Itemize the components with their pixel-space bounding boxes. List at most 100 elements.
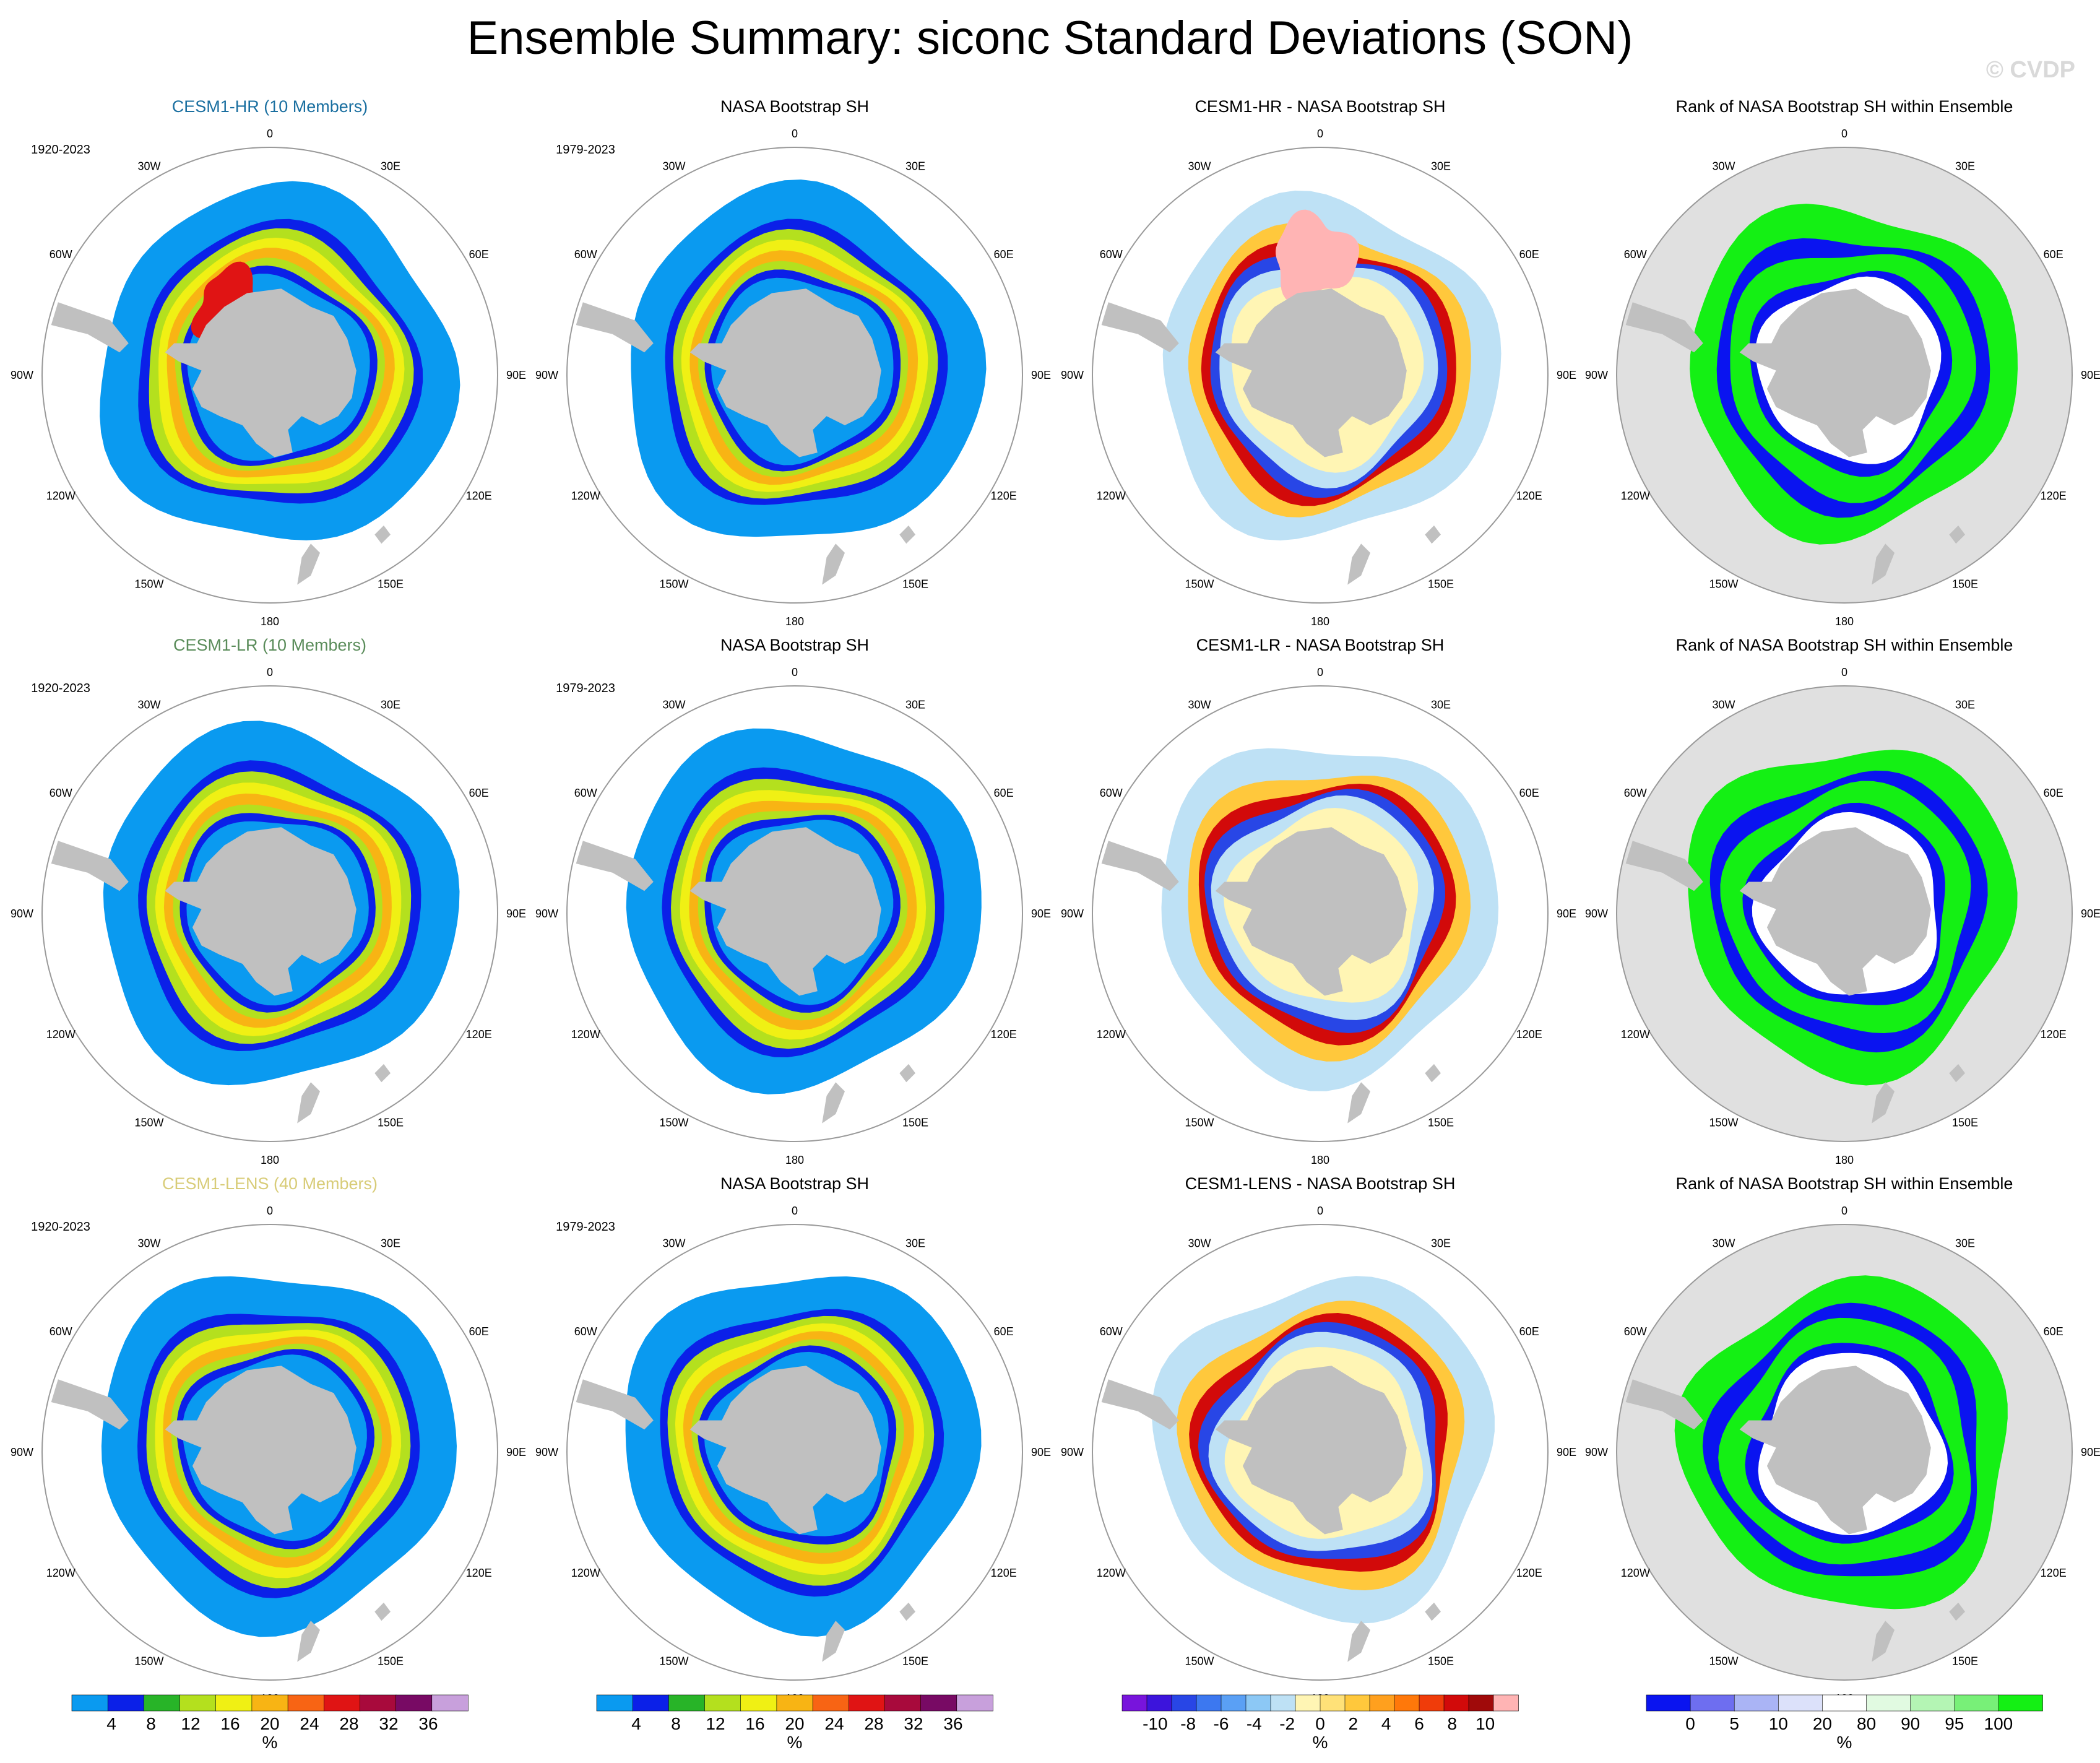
colorbar-tick-label: 0 [1685, 1714, 1695, 1733]
longitude-label: 60E [994, 248, 1014, 261]
colorbar-swatch [395, 1694, 433, 1712]
colorbar-swatch [956, 1694, 993, 1712]
period-label: 1920-2023 [31, 1220, 90, 1234]
longitude-label: 0 [1317, 1205, 1323, 1217]
south-america-landmass [51, 841, 129, 891]
colorbar-swatch [431, 1694, 469, 1712]
longitude-label: 30W [662, 1237, 685, 1249]
colorbar-swatch [1245, 1694, 1271, 1712]
longitude-label: 30W [137, 160, 160, 172]
longitude-label: 150E [1428, 1117, 1454, 1129]
colorbar-1: 4 8 12 16 20 24 28 32 36% [596, 1694, 993, 1752]
colorbar-swatch [596, 1694, 634, 1712]
longitude-label: 0 [1841, 128, 1847, 140]
colorbar-swatch [251, 1694, 288, 1712]
tasmania-landmass [374, 1063, 391, 1083]
map-boundary-circle [1092, 147, 1549, 604]
longitude-label: 60W [1100, 1325, 1123, 1338]
longitude-label: 120W [1097, 490, 1126, 502]
colorbar-swatch [1221, 1694, 1247, 1712]
map-panel-rank: 0 30E 60E 90E 120E 150E 180 150W 120W 90W 60W 30W Ra… [1585, 97, 2100, 628]
colorbar-tick-label: 0 [1315, 1714, 1325, 1733]
antarctica-landmass [689, 1366, 881, 1535]
longitude-label: 150E [902, 578, 928, 591]
colorbar-tick-label: 28 [864, 1714, 883, 1733]
map-boundary-circle [1092, 685, 1549, 1142]
map-panel-diff: 030E60E90E120E150E180150W120W90W60W30WCE… [1061, 1174, 1576, 1705]
colorbar-swatch [71, 1694, 109, 1712]
colorbar-swatch [632, 1694, 670, 1712]
longitude-label: 150W [1185, 578, 1214, 591]
longitude-label: 30E [381, 1237, 400, 1249]
new-zealand-landmass [1347, 544, 1370, 585]
longitude-label: 30W [1712, 160, 1735, 172]
longitude-label: 30E [1955, 160, 1975, 172]
south-america-landmass [1625, 1379, 1703, 1430]
colorbar-swatch [144, 1694, 181, 1712]
longitude-label: 120W [46, 1028, 76, 1041]
longitude-label: 0 [792, 128, 798, 140]
colorbar-swatch [179, 1694, 217, 1712]
new-zealand-landmass [297, 1082, 320, 1124]
longitude-label: 120E [466, 1028, 492, 1041]
tasmania-landmass [1425, 1602, 1441, 1621]
map-panel-model: 0 30E 60E 90E 120E 150E 180 150W 120W 90W 60W 30W CE… [11, 636, 526, 1166]
longitude-label: 120E [466, 1567, 492, 1579]
colorbar-tick-label: 80 [1857, 1714, 1876, 1733]
map-panel-rank: 0 30E 60E 90E 120E 150E 180 150W 120W 90W 60W 30W Ra… [1585, 636, 2100, 1166]
longitude-label: 0 [267, 1205, 273, 1217]
tasmania-landmass [1425, 1063, 1441, 1083]
colorbar-swatch [1734, 1694, 1779, 1712]
map-panel-obs: 0 30E 60E 90E 120E 150E 180 150W 120W 90W 60W 30W NA… [535, 97, 1051, 628]
longitude-label: 30W [662, 160, 685, 172]
colorbar-tick-label: 8 [146, 1714, 156, 1733]
longitude-label: 0 [792, 666, 798, 678]
colorbar-swatch [1468, 1694, 1494, 1712]
longitude-label: 180 [1311, 615, 1329, 628]
longitude-label: 60W [50, 248, 72, 261]
south-america-landmass [1101, 1379, 1179, 1430]
longitude-label: 0 [792, 1205, 798, 1217]
longitude-label: 90E [2081, 907, 2100, 920]
longitude-label: 30E [381, 160, 400, 172]
colorbar-tick-label: 6 [1414, 1714, 1424, 1733]
colorbar-swatch [776, 1694, 813, 1712]
south-america-landmass [576, 1379, 654, 1430]
longitude-label: 120E [991, 490, 1017, 502]
map-boundary-circle [1092, 1224, 1549, 1681]
longitude-label: 0 [267, 666, 273, 678]
longitude-label: 120E [991, 1028, 1017, 1041]
new-zealand-landmass [297, 1621, 320, 1662]
colorbar-tick-label: -4 [1247, 1714, 1262, 1733]
antarctica-landmass [1215, 288, 1407, 457]
longitude-label: 150E [1952, 578, 1978, 591]
longitude-label: 180 [785, 615, 804, 628]
longitude-label: 120W [571, 1028, 600, 1041]
longitude-label: 150E [1952, 1655, 1978, 1668]
longitude-label: 120E [1516, 1567, 1542, 1579]
colorbar-tick-label: 28 [339, 1714, 358, 1733]
longitude-label: 30E [1955, 698, 1975, 711]
antarctica-landmass [1215, 1366, 1407, 1535]
colorbar-swatch [215, 1694, 253, 1712]
longitude-label: 120E [2041, 490, 2067, 502]
map-boundary-circle [1616, 1224, 2073, 1681]
longitude-label: 0 [1317, 128, 1323, 140]
longitude-label: 60E [2044, 787, 2063, 799]
colorbar-swatch [323, 1694, 361, 1712]
page-title: Ensemble Summary: siconc Standard Deviat… [467, 12, 1633, 64]
longitude-label: 120W [571, 490, 600, 502]
colorbar-swatch [1910, 1694, 1955, 1712]
south-america-landmass [1625, 841, 1703, 891]
colorbar-swatch [287, 1694, 325, 1712]
tasmania-landmass [374, 525, 391, 544]
colorbar-tick-label: 24 [824, 1714, 844, 1733]
colorbar-unit: % [787, 1733, 803, 1752]
colorbar-unit: % [262, 1733, 278, 1752]
longitude-label: 60E [469, 787, 489, 799]
antarctica-landmass [1739, 1366, 1931, 1535]
colorbar-tick-label: 4 [1381, 1714, 1391, 1733]
longitude-label: 30E [1955, 1237, 1975, 1249]
colorbar-unit: % [1837, 1733, 1852, 1752]
colorbar-tick-label: 36 [943, 1714, 962, 1733]
